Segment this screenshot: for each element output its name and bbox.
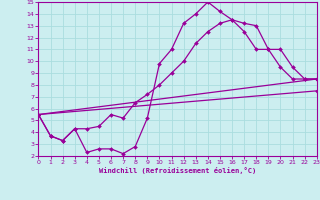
X-axis label: Windchill (Refroidissement éolien,°C): Windchill (Refroidissement éolien,°C)	[99, 167, 256, 174]
